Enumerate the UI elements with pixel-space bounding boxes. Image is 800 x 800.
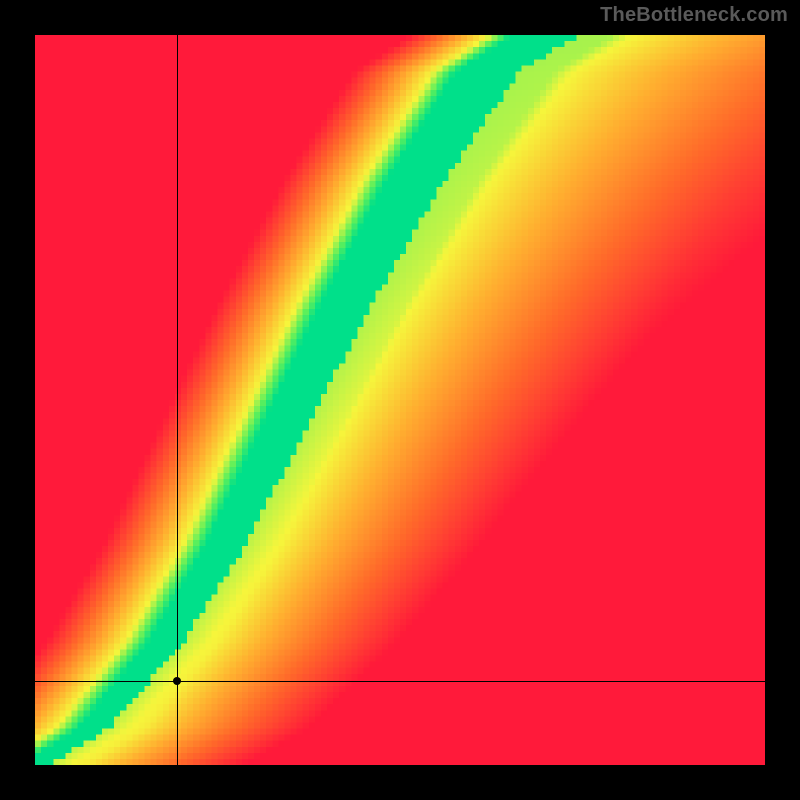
bottleneck-heatmap (35, 35, 765, 765)
plot-area (35, 35, 765, 765)
watermark-text: TheBottleneck.com (600, 4, 788, 27)
crosshair-vertical (177, 35, 178, 765)
selection-marker (173, 677, 181, 685)
crosshair-horizontal (35, 681, 765, 682)
